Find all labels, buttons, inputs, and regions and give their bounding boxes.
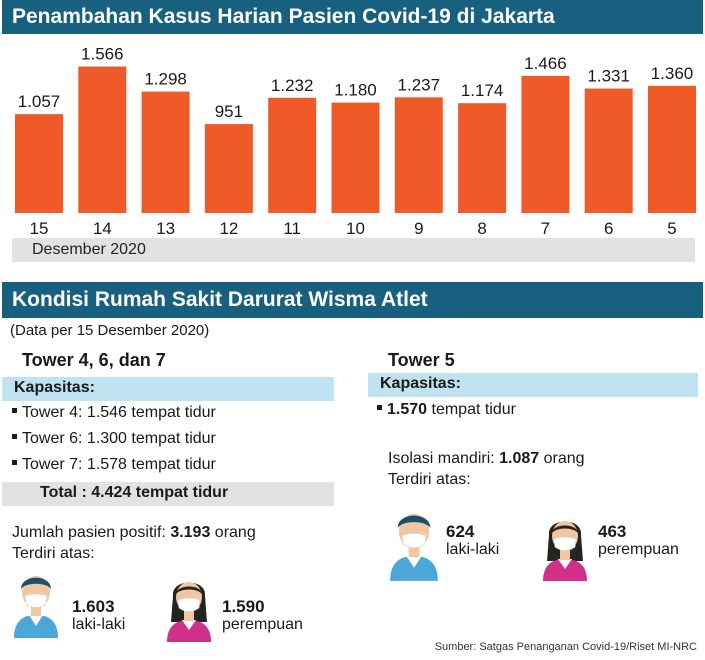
section-title: Kondisi Rumah Sakit Darurat Wisma Atlet [2, 282, 703, 318]
data-label: 1.057 [18, 92, 61, 111]
bullet-icon [377, 405, 382, 411]
woman-with-mask-icon [543, 521, 587, 581]
x-tick-label: 10 [346, 219, 365, 238]
x-tick-label: 13 [156, 219, 175, 238]
bullet-icon [12, 434, 17, 440]
data-label: 1.566 [81, 45, 124, 64]
breakdown-label-right: Terdiri atas: [388, 471, 471, 488]
tower-467-title: Tower 4, 6, dan 7 [22, 350, 166, 370]
list-item: Tower 7: 1.578 tempat tidur [12, 456, 216, 474]
list-item: Tower 6: 1.300 tempat tidur [12, 430, 216, 448]
capacity-label-left: Kapasitas: [14, 379, 95, 396]
capacity-label-right: Kapasitas: [380, 375, 461, 392]
data-label: 1.180 [334, 81, 377, 100]
data-label: 1.232 [271, 76, 314, 95]
bar-5 [648, 85, 696, 213]
data-label: 1.331 [587, 67, 630, 86]
female-label-left: perempuan [222, 616, 303, 633]
data-label: 1.466 [524, 54, 567, 73]
data-label: 1.174 [461, 81, 504, 100]
x-tick-label: 15 [30, 219, 49, 238]
bar-9 [394, 97, 443, 213]
male-label-left: laki-laki [72, 616, 126, 633]
tower-5-title: Tower 5 [388, 350, 455, 370]
capacity-band-left: Kapasitas: [2, 377, 334, 401]
bar-15 [15, 114, 63, 213]
man-with-mask-icon [390, 513, 438, 581]
data-label: 1.360 [651, 64, 694, 83]
male-label-right: laki-laki [446, 541, 500, 558]
data-label: 1.237 [398, 75, 441, 94]
x-axis-label: Desember 2020 [32, 241, 146, 258]
bar-11 [268, 97, 317, 213]
x-tick-label: 5 [667, 219, 676, 238]
bar-13 [141, 91, 190, 213]
breakdown-label-left: Terdiri atas: [12, 545, 95, 562]
data-label: 1.298 [144, 70, 187, 89]
x-tick-label: 9 [414, 219, 423, 238]
x-tick-label: 11 [283, 219, 301, 238]
data-date-note: (Data per 15 Desember 2020) [10, 322, 210, 339]
bar-6 [584, 88, 633, 213]
bullet-icon [12, 408, 17, 414]
chart-title: Penambahan Kasus Harian Pasien Covid-19 … [2, 0, 703, 34]
bar-12 [204, 124, 253, 213]
male-count-left: 1.603 [72, 597, 115, 616]
female-count-left: 1.590 [222, 597, 265, 616]
female-label-right: perempuan [598, 541, 679, 558]
list-item: Tower 4: 1.546 tempat tidur [12, 404, 216, 422]
bar-14 [78, 66, 127, 213]
bar-chart: 1.057 15 1.566 14 1.298 13 951 12 1.232 11 1.180 10… [15, 45, 696, 238]
x-tick-label: 6 [604, 219, 613, 238]
bar-10 [331, 102, 380, 213]
x-tick-label: 12 [219, 219, 238, 238]
x-tick-label: 8 [477, 219, 486, 238]
x-tick-label: 14 [93, 219, 112, 238]
positive-patients: Jumlah pasien positif: 3.193 orang [12, 524, 256, 541]
woman-with-mask-icon [167, 582, 211, 642]
x-tick-label: 7 [541, 219, 550, 238]
bullet-icon [12, 460, 17, 466]
total-capacity: Total : 4.424 tempat tidur [40, 484, 229, 501]
source-note: Sumber: Satgas Penanganan Covid-19/Riset… [434, 641, 697, 653]
male-count-right: 624 [446, 522, 475, 541]
date-strip: Desember 2020 [12, 238, 695, 262]
tower-5-capacity: 1.570 tempat tidur [377, 401, 516, 419]
female-count-right: 463 [598, 522, 627, 541]
self-isolation: Isolasi mandiri: 1.087 orang [388, 450, 585, 467]
capacity-band-right: Kapasitas: [368, 373, 698, 397]
total-band: Total : 4.424 tempat tidur [2, 482, 334, 506]
data-label: 951 [215, 102, 243, 121]
man-with-mask-icon [14, 576, 58, 638]
bar-8 [458, 103, 507, 213]
bar-7 [521, 75, 570, 213]
